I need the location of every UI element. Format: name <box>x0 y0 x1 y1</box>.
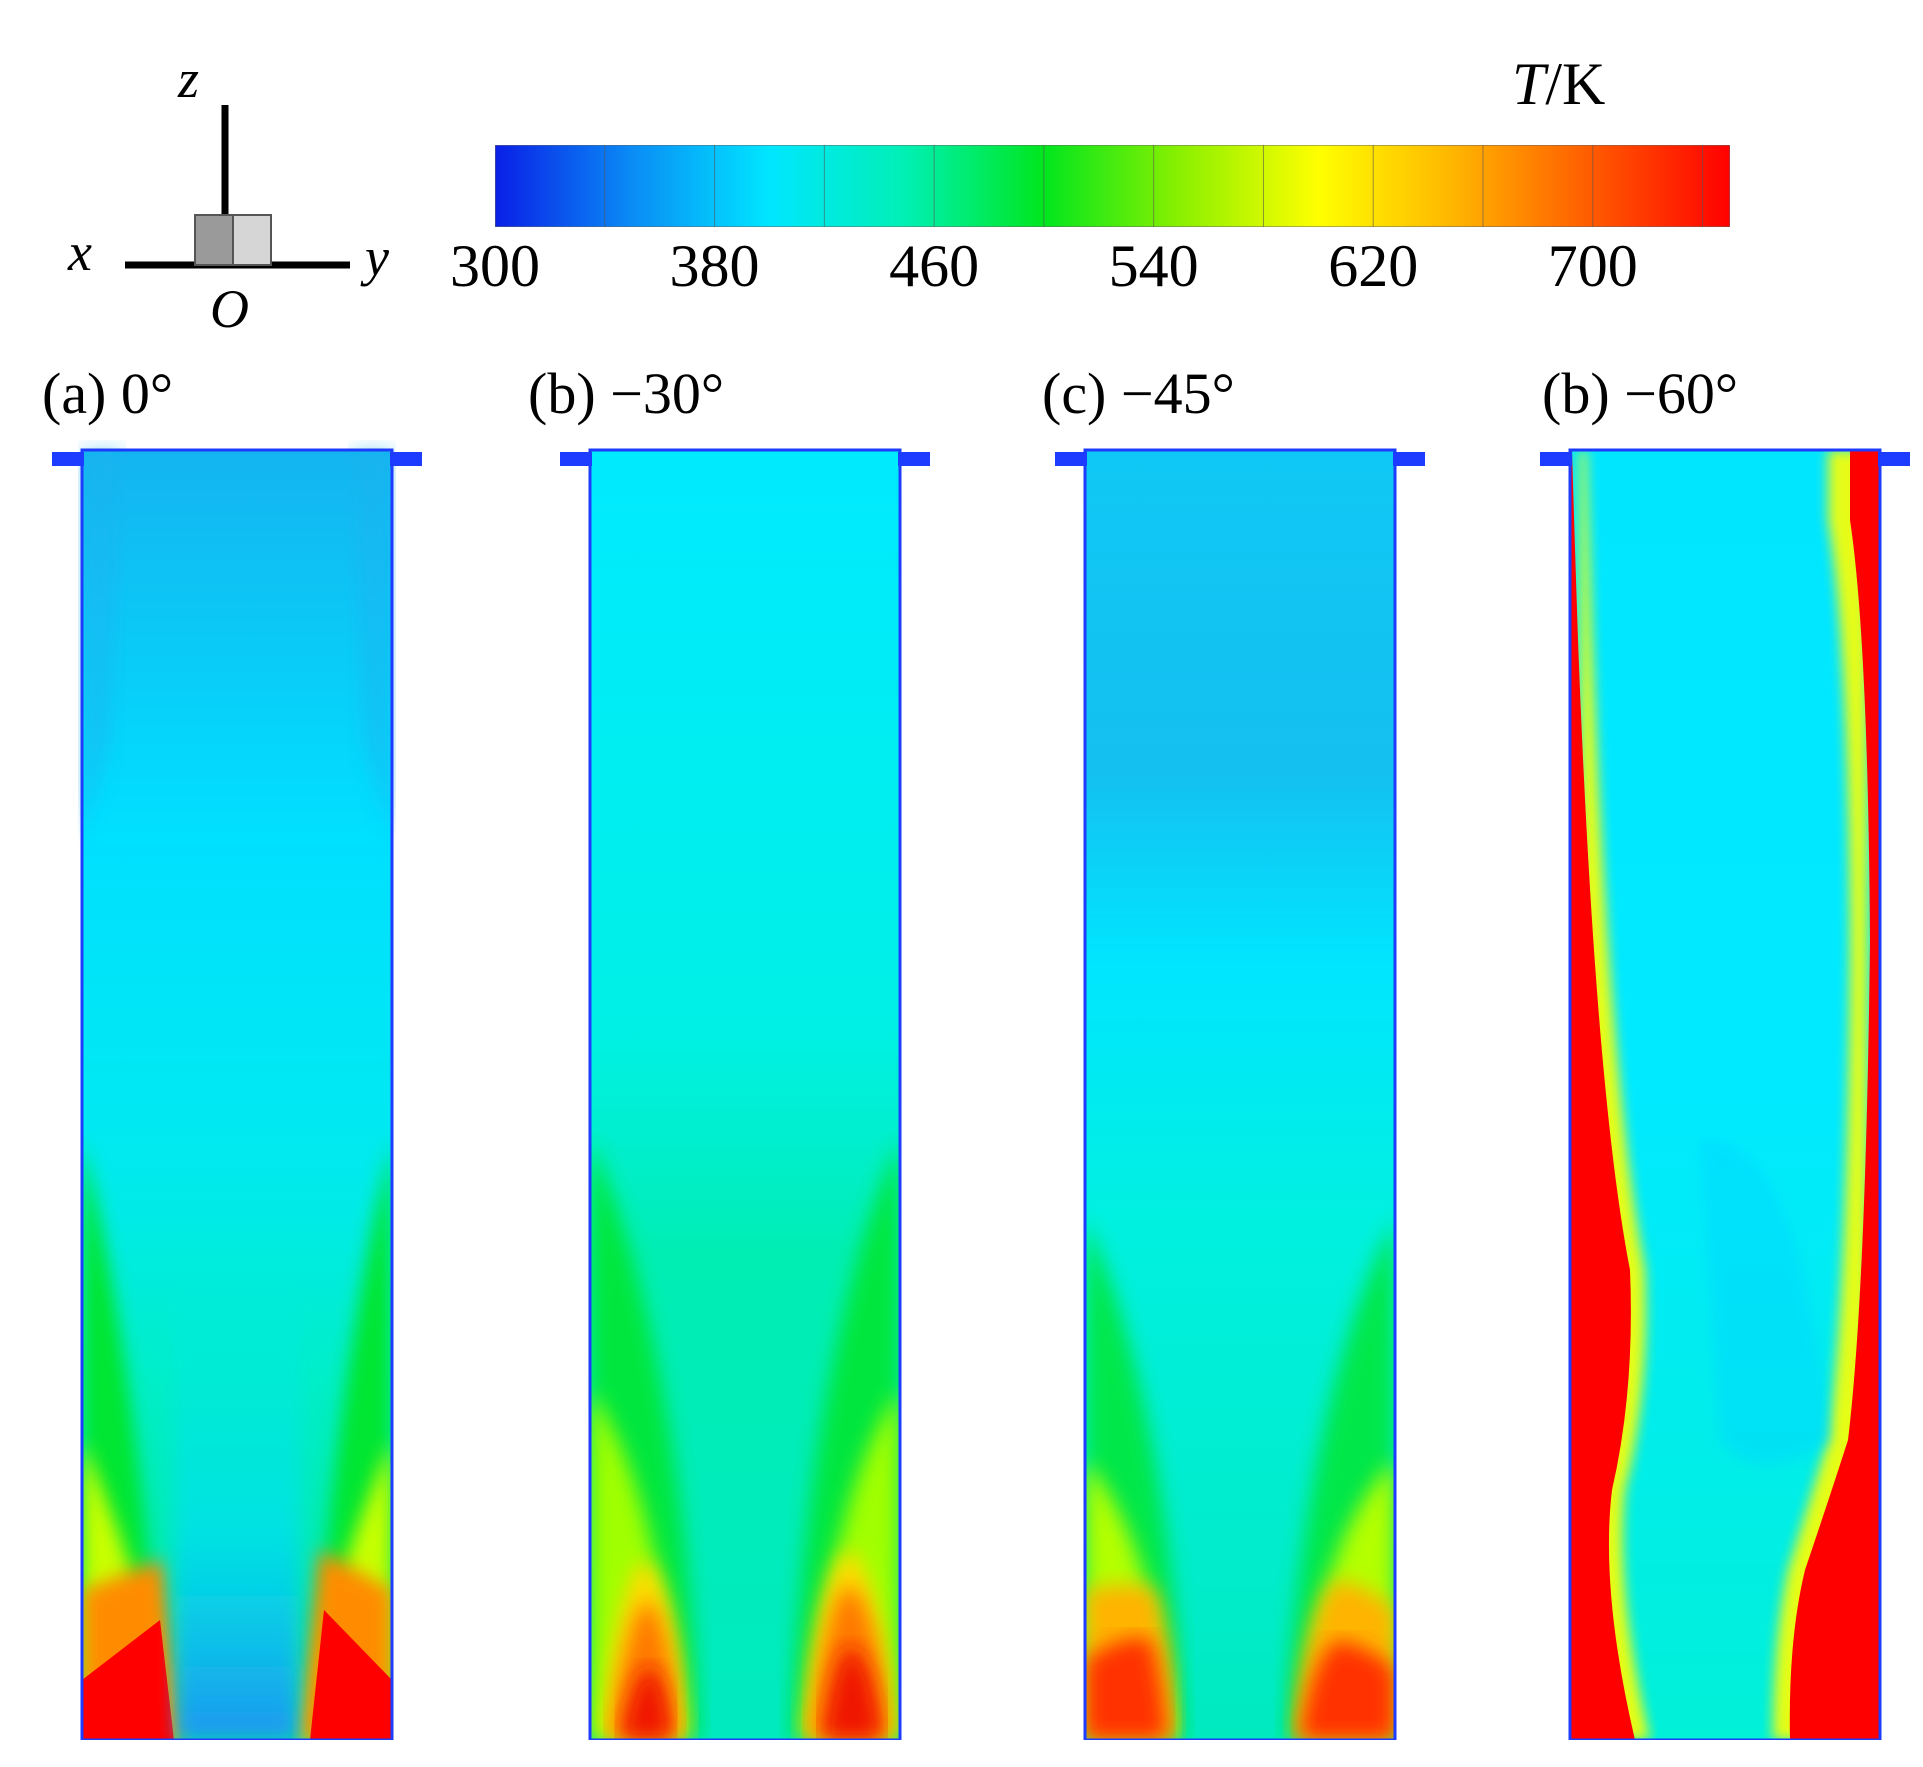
colorbar-tick-label: 540 <box>1108 233 1199 299</box>
colorbar-tick-label: 700 <box>1547 233 1638 299</box>
contour-panel-c <box>1055 440 1455 1740</box>
panel-title-d: (b) −60° <box>1542 361 1739 426</box>
contour-panel-b <box>560 440 960 1740</box>
colorbar-tick-label: 300 <box>450 233 540 299</box>
colorbar-unit-label: T/K <box>1512 51 1606 117</box>
contour-panel-d <box>1540 440 1923 1740</box>
axis-y-label: y <box>360 227 389 287</box>
axis-z-label: z <box>177 65 199 109</box>
panel-title-a: (a) 0° <box>42 361 174 426</box>
axis-x-label: x <box>67 222 92 282</box>
colorbar-tick-label: 460 <box>889 233 980 299</box>
coordinate-axes: z x y O <box>60 49 420 339</box>
contour-panel-a <box>52 440 452 1740</box>
panel-title-c: (c) −45° <box>1042 361 1235 426</box>
axis-origin-label: O <box>210 279 249 335</box>
colorbar <box>494 144 1731 232</box>
colorbar-tick-label: 380 <box>669 233 760 299</box>
panel-title-b: (b) −30° <box>528 361 725 426</box>
colorbar-tick-label: 620 <box>1328 233 1419 299</box>
